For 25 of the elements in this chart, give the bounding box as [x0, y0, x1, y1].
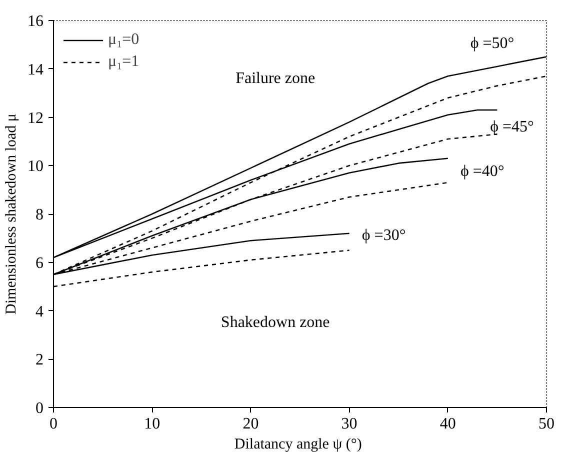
- annotation: ϕ =30°: [362, 226, 406, 244]
- y-tick-label: 4: [36, 303, 44, 320]
- y-tick-label: 0: [36, 400, 44, 417]
- y-tick-label: 16: [28, 13, 44, 30]
- x-tick-label: 0: [50, 416, 58, 432]
- annotation: Shakedown zone: [220, 314, 330, 331]
- annotation: ϕ =45°: [490, 118, 534, 136]
- y-tick-label: 12: [28, 110, 44, 127]
- annotation: Failure zone: [236, 70, 316, 88]
- y-tick-label: 14: [28, 61, 44, 78]
- annotation: ϕ =40°: [460, 162, 504, 180]
- y-tick-label: 8: [36, 206, 44, 224]
- annotation: ϕ =50°: [470, 35, 514, 52]
- x-tick-label: 30: [341, 416, 358, 432]
- y-tick-label: 2: [36, 352, 44, 369]
- x-tick-label: 10: [144, 416, 160, 432]
- legend-label: μ₁=1: [108, 53, 140, 71]
- x-axis-title: Dilatancy angle ψ (°): [234, 436, 362, 452]
- x-tick-label: 50: [538, 416, 554, 432]
- y-tick-label: 10: [28, 158, 44, 176]
- y-tick-label: 6: [36, 254, 44, 272]
- x-tick-label: 40: [440, 416, 456, 432]
- x-tick-label: 20: [242, 416, 259, 432]
- y-axis-title: Dimensionless shakedown load μ: [4, 114, 20, 314]
- legend-label: μ₁=0: [108, 31, 140, 49]
